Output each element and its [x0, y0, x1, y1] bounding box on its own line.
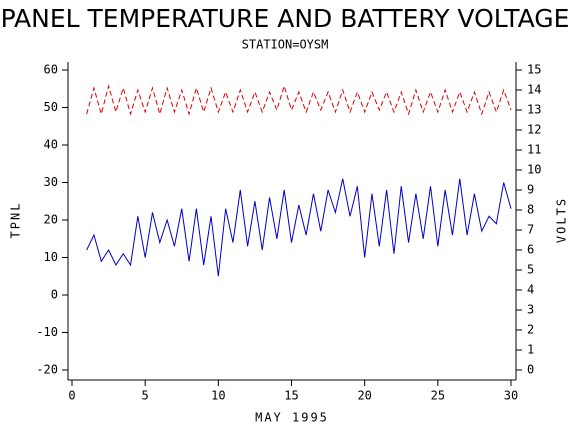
y2-axis-label: VOLTS	[555, 197, 569, 243]
y2-tick-label: 3	[527, 303, 534, 317]
y2-tick-label: 15	[527, 63, 541, 77]
x-tick-label: 15	[284, 389, 298, 403]
y-tick-label: 40	[44, 138, 58, 152]
y2-tick-label: 6	[527, 243, 534, 257]
series-line	[86, 178, 512, 277]
x-tick-label: 10	[211, 389, 225, 403]
x-tick-label: 5	[142, 389, 149, 403]
y-tick-label: 20	[44, 213, 58, 227]
y-tick-label: 30	[44, 175, 58, 189]
x-tick-label: 20	[357, 389, 371, 403]
y2-tick-label: 10	[527, 163, 541, 177]
x-tick-label: 30	[504, 389, 518, 403]
y-tick-label: -10	[36, 325, 58, 339]
y-tick-label: 50	[44, 100, 58, 114]
chart-title: PANEL TEMPERATURE AND BATTERY VOLTAGE	[1, 4, 570, 33]
chart-subtitle: STATION=OYSM	[242, 38, 329, 52]
y2-tick-label: 12	[527, 123, 541, 137]
y2-tick-label: 8	[527, 203, 534, 217]
y2-tick-label: 4	[527, 283, 534, 297]
y-axis-label: TPNL	[9, 202, 23, 239]
x-axis-label: MAY 1995	[255, 411, 329, 425]
y2-tick-label: 2	[527, 323, 534, 337]
y-tick-label: -20	[36, 363, 58, 377]
series-line	[86, 84, 512, 116]
y2-tick-label: 0	[527, 363, 534, 377]
x-tick-label: 25	[431, 389, 445, 403]
y-tick-label: 0	[51, 288, 58, 302]
y-tick-label: 60	[44, 63, 58, 77]
y2-tick-label: 9	[527, 183, 534, 197]
y2-tick-label: 5	[527, 263, 534, 277]
x-tick-label: 0	[68, 389, 75, 403]
y2-tick-label: 1	[527, 343, 534, 357]
y2-tick-label: 13	[527, 103, 541, 117]
y2-tick-label: 14	[527, 83, 541, 97]
y-tick-label: 10	[44, 250, 58, 264]
y2-tick-label: 7	[527, 223, 534, 237]
y2-tick-label: 11	[527, 143, 541, 157]
